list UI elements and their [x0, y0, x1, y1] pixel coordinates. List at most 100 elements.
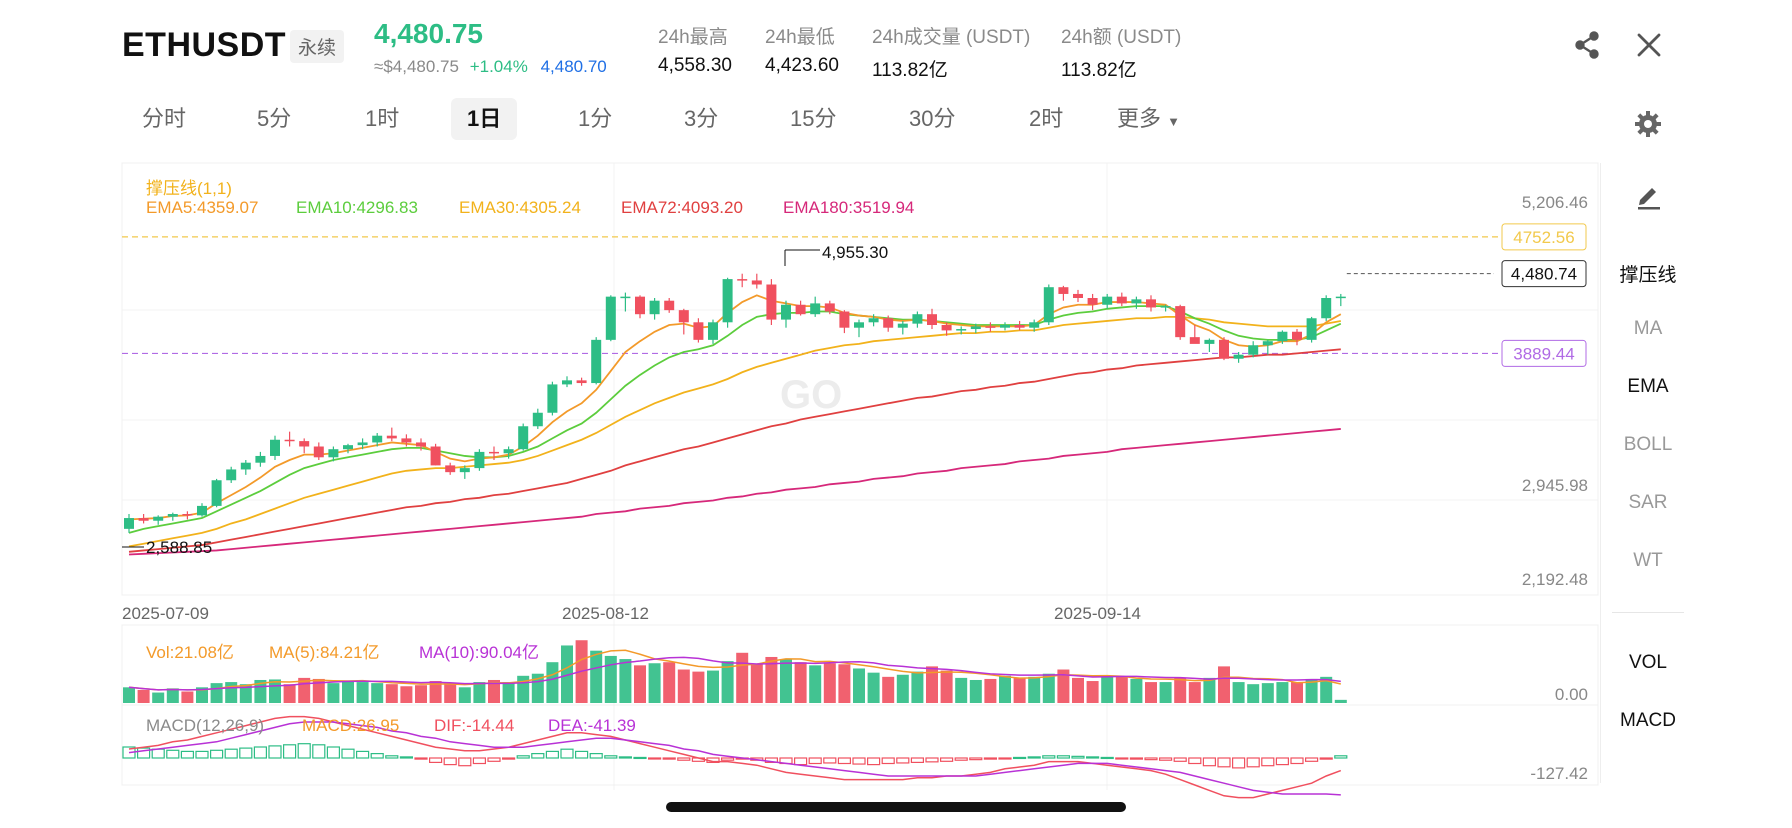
volume-bar — [663, 662, 676, 703]
volume-bar — [896, 674, 909, 703]
macd-hist-bar — [341, 748, 355, 759]
macd-hist-bar — [414, 757, 428, 760]
last-price: 4,480.75 — [374, 18, 483, 49]
tab-15m[interactable]: 15分 — [790, 106, 837, 131]
macd-hist-bar — [1217, 757, 1231, 768]
panel-item-macd[interactable]: MACD — [1620, 710, 1676, 731]
macd-hist-bar — [866, 757, 881, 766]
candle-body — [386, 435, 397, 439]
macd-hist-bar — [297, 743, 311, 759]
panel-item-vol[interactable]: VOL — [1628, 652, 1668, 673]
mark-price: 4,480.70 — [540, 57, 607, 76]
panel-item-wt[interactable]: WT — [1633, 550, 1663, 571]
candle-body — [1160, 306, 1171, 308]
volume-bar — [429, 681, 442, 703]
panel-item-ma[interactable]: MA — [1633, 318, 1663, 339]
candle-body — [357, 442, 368, 446]
candle-body — [1189, 337, 1200, 344]
panel-item-sr[interactable]: 撑压线 — [1619, 265, 1677, 286]
panel-item-boll[interactable]: BOLL — [1623, 434, 1673, 455]
volume-bar — [999, 675, 1011, 703]
macd-hist-bar — [1275, 757, 1290, 766]
volume-bar — [794, 662, 807, 703]
volume-bar — [721, 661, 734, 703]
tab-1h[interactable]: 1时 — [365, 106, 400, 131]
macd-legend: MACD:26.95 — [302, 716, 400, 735]
candle-body — [445, 465, 456, 473]
volume-bar — [604, 655, 617, 703]
share-icon[interactable] — [1572, 30, 1602, 60]
pencil-icon[interactable] — [1634, 180, 1664, 210]
ema180-legend: EMA180:3519.94 — [783, 198, 915, 217]
macd-hist-bar — [983, 757, 998, 760]
candle-body — [605, 296, 616, 340]
gear-icon[interactable] — [1634, 110, 1662, 138]
tab-2h[interactable]: 2时 — [1029, 106, 1064, 131]
candle-body — [299, 441, 310, 447]
macd-hist-bar — [385, 755, 399, 759]
volume-bar — [1305, 678, 1318, 703]
candle-body — [927, 314, 937, 325]
macd-hist-bar — [1042, 755, 1056, 759]
volume-bar — [750, 664, 763, 703]
volume-bar — [269, 679, 281, 703]
tab-more[interactable]: 更多 ▼ — [1101, 98, 1196, 140]
close-icon[interactable] — [1636, 32, 1662, 58]
panel-item-sar[interactable]: SAR — [1628, 492, 1668, 513]
candle-body — [897, 323, 908, 328]
macd-hist-bar — [531, 752, 545, 759]
candle-body — [532, 412, 543, 427]
candle-body — [883, 318, 894, 328]
volume-bar — [780, 659, 792, 703]
volume-bar — [312, 678, 325, 703]
volume-bar — [181, 691, 194, 703]
macd-hist-bar — [1202, 757, 1217, 767]
dea-legend: DEA:-41.39 — [548, 716, 636, 735]
macd-hist-bar — [151, 748, 165, 759]
macd-hist-bar — [1071, 755, 1085, 759]
macd-hist-bar — [618, 756, 633, 759]
volume-bar — [561, 645, 573, 703]
resistance-tag-box — [1501, 223, 1587, 251]
macd-hist-bar — [137, 747, 151, 759]
ema180-line — [128, 428, 1341, 556]
candle-body — [576, 380, 587, 384]
watermark-logo: GO — [780, 373, 842, 417]
tab-3m[interactable]: 3分 — [684, 106, 719, 131]
tab-timeshare[interactable]: 分时 — [142, 106, 187, 131]
candle-body — [562, 380, 572, 385]
volume-bar — [634, 665, 646, 703]
volume-bar — [692, 671, 705, 703]
macd-hist-bar — [472, 757, 486, 765]
volume-bar — [415, 685, 427, 703]
macd-hist-bar — [1056, 755, 1071, 759]
macd-hist-bar — [239, 747, 253, 759]
candle-body — [708, 322, 718, 340]
volume-bar — [955, 677, 968, 703]
macd-hist-bar — [1085, 756, 1100, 759]
candle-body — [1248, 345, 1259, 355]
candle-body — [1029, 322, 1040, 328]
macd-hist-bar — [925, 757, 939, 763]
vol-ma10-legend: MA(10):90.04亿 — [419, 643, 539, 662]
candle-body — [795, 304, 806, 315]
volume-bar — [327, 683, 340, 703]
volume-ma5-line — [128, 649, 1341, 691]
symbol-title[interactable]: ETHUSDT — [122, 26, 287, 64]
volume-bar — [1028, 676, 1041, 703]
candle-body — [401, 438, 412, 443]
panel-item-ema[interactable]: EMA — [1627, 376, 1669, 397]
volume-bar — [838, 664, 851, 703]
macd-hist-bar — [589, 752, 603, 759]
volume-bar — [1276, 682, 1289, 703]
tab-1m[interactable]: 1分 — [578, 106, 613, 131]
volume-bar — [502, 682, 515, 703]
tab-5m[interactable]: 5分 — [257, 106, 292, 131]
kline-chart[interactable]: GO 5,206.46 2,945.98 2,192.48 4752.56 4,480.7… — [0, 0, 1600, 800]
volume-bar — [546, 662, 559, 703]
tab-1d[interactable]: 1日 — [451, 98, 518, 140]
tab-30m[interactable]: 30分 — [909, 106, 956, 131]
volume-bar — [1261, 683, 1274, 703]
volume-bar — [1188, 682, 1201, 703]
candle-body — [138, 518, 149, 521]
